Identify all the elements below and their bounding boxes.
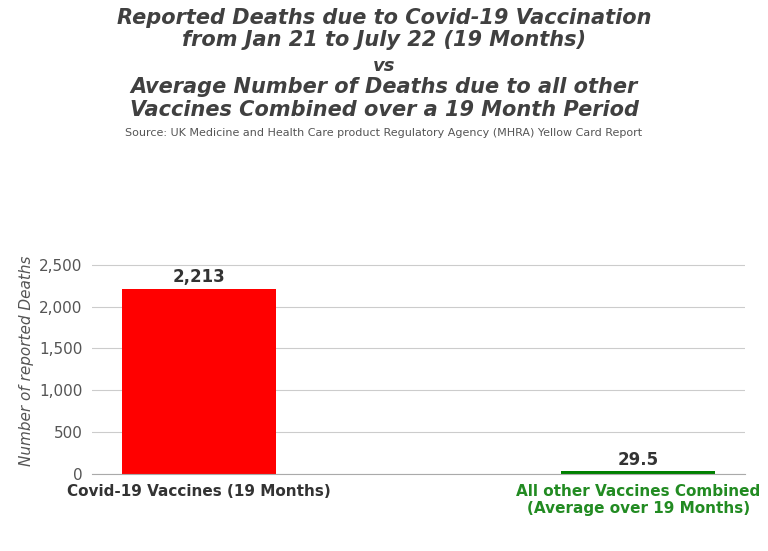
Text: Reported Deaths due to Covid-19 Vaccination: Reported Deaths due to Covid-19 Vaccinat…: [117, 8, 651, 28]
Text: Vaccines Combined over a 19 Month Period: Vaccines Combined over a 19 Month Period: [130, 100, 638, 120]
Bar: [122, 289, 276, 474]
Bar: [561, 472, 715, 474]
Y-axis label: Number of reported Deaths: Number of reported Deaths: [18, 256, 34, 466]
Text: vs: vs: [372, 57, 396, 75]
Text: Average Number of Deaths due to all other: Average Number of Deaths due to all othe…: [131, 77, 637, 97]
Text: from Jan 21 to July 22 (19 Months): from Jan 21 to July 22 (19 Months): [182, 30, 586, 50]
Text: 2,213: 2,213: [172, 268, 225, 286]
Text: Source: UK Medicine and Health Care product Regulatory Agency (MHRA) Yellow Card: Source: UK Medicine and Health Care prod…: [125, 128, 643, 138]
Text: 29.5: 29.5: [617, 451, 659, 469]
